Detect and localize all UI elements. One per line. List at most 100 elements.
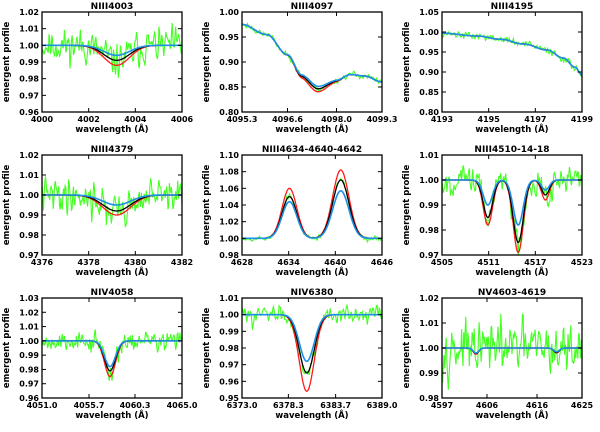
y-tick-label: 1.00: [419, 176, 439, 185]
panel-title: NIII4097: [291, 2, 334, 12]
y-axis-label: emergent profile: [402, 307, 412, 388]
y-tick-label: 1.00: [219, 8, 239, 17]
observed-spectrum: [242, 303, 382, 376]
y-tick-label: 0.95: [419, 48, 439, 57]
x-tick-label: 4378: [78, 258, 101, 267]
model-blue: [442, 347, 582, 354]
x-tick-label: 4193: [431, 115, 453, 124]
y-axis-label: emergent profile: [202, 21, 212, 102]
axes-frame: [241, 154, 383, 256]
x-tick-label: 4197: [524, 115, 546, 124]
model-blue: [442, 32, 582, 76]
x-tick-label: 4511: [478, 258, 501, 267]
y-tick-label: 1.00: [419, 344, 439, 353]
y-tick-label: 1.01: [19, 323, 39, 332]
axes-frame: [241, 11, 383, 113]
x-tick-label: 4060.3: [120, 401, 151, 410]
x-axis-label: wavelength (Å): [275, 267, 348, 278]
plot-area: [442, 313, 582, 390]
model-blue: [42, 44, 182, 57]
panel-title: NIII4510-14-18: [474, 145, 549, 155]
model-red: [242, 169, 382, 239]
x-axis-label: wavelength (Å): [475, 124, 548, 135]
x-tick-label: 4006: [171, 115, 194, 124]
y-tick-label: 0.95: [219, 33, 239, 42]
panel-3: 4193 4195 4197 4199 0.80 0.85 0.90 0.95 1.00 1.05…: [402, 2, 594, 135]
y-tick-label: 0.96: [219, 377, 239, 386]
y-tick-label: 0.97: [19, 91, 39, 100]
x-tick-label: 6383.7: [320, 401, 351, 410]
panel-8: 6373.0 6378.3 6383.7 6389.0 0.95 0.96 0.97 0.98…: [202, 288, 398, 421]
y-tick-label: 0.95: [219, 394, 239, 403]
y-axis-label: emergent profile: [2, 164, 12, 245]
observed-spectrum: [42, 176, 182, 229]
observed-spectrum: [442, 313, 582, 390]
model-blue: [242, 190, 382, 240]
plot-area: [242, 303, 382, 392]
observed-spectrum: [42, 22, 182, 78]
observed-spectrum: [42, 329, 182, 381]
plot-area: [442, 30, 582, 78]
y-tick-label: 1.00: [219, 234, 239, 243]
axes-frame: [241, 297, 383, 399]
x-tick-label: 6378.3: [273, 401, 304, 410]
y-tick-label: 0.90: [419, 68, 439, 77]
panel-title: NIII4634-4640-4642: [262, 145, 362, 155]
y-axis-label: emergent profile: [402, 164, 412, 245]
panel-title: NV4603-4619: [478, 288, 546, 298]
y-tick-label: 1.00: [19, 337, 39, 346]
y-tick-label: 0.90: [219, 58, 239, 67]
y-tick-label: 0.98: [19, 365, 39, 374]
y-tick-label: 1.03: [19, 294, 39, 303]
x-tick-label: 6389.0: [367, 401, 398, 410]
panel-7: 4051.0 4055.7 4060.3 4065.0 0.96 0.97 0.98 0.99…: [2, 288, 198, 421]
panel-6: 4505 4511 4517 4523 0.97 0.98 0.99 1.00 1.01 NIII…: [402, 145, 593, 278]
y-tick-label: 0.99: [419, 369, 439, 378]
model-blue: [42, 340, 182, 368]
x-tick-label: 4004: [124, 115, 147, 124]
model-black: [242, 179, 382, 239]
y-axis-label: emergent profile: [202, 307, 212, 388]
x-tick-label: 4098.0: [321, 115, 352, 124]
y-tick-label: 1.00: [219, 311, 239, 320]
y-tick-label: 0.98: [419, 394, 439, 403]
y-tick-label: 1.00: [19, 191, 39, 200]
plot-area: [442, 165, 582, 255]
x-axis-label: wavelength (Å): [275, 124, 348, 135]
x-tick-label: 4646: [371, 258, 394, 267]
y-tick-label: 1.05: [419, 8, 439, 17]
x-tick-label: 4380: [124, 258, 147, 267]
y-tick-label: 0.99: [219, 327, 239, 336]
y-tick-label: 1.04: [219, 201, 239, 210]
y-tick-label: 1.00: [419, 28, 439, 37]
y-tick-label: 1.02: [419, 294, 439, 303]
x-tick-label: 4095.3: [227, 115, 258, 124]
panel-title: NIV6380: [291, 288, 334, 298]
y-tick-label: 1.01: [19, 171, 39, 180]
y-tick-label: 1.08: [219, 168, 239, 177]
observed-spectrum: [442, 30, 582, 78]
model-blue: [442, 179, 582, 226]
x-tick-label: 4505: [431, 258, 454, 267]
panel-title: NIII4003: [91, 2, 134, 12]
panel-4: 4376 4378 4380 4382 0.97 0.98 0.99 1.00 1.01 1.02…: [2, 145, 193, 278]
model-blue: [242, 23, 382, 88]
x-tick-label: 4376: [31, 258, 54, 267]
model-black: [242, 314, 382, 374]
x-tick-label: 4640: [324, 258, 347, 267]
model-blue: [242, 313, 382, 363]
model-red: [442, 179, 582, 254]
y-tick-label: 0.98: [419, 226, 439, 235]
y-tick-label: 0.98: [19, 231, 39, 240]
y-axis-label: emergent profile: [2, 21, 12, 102]
y-tick-label: 0.98: [19, 75, 39, 84]
panel-1: 4000 4002 4004 4006 0.96 0.97 0.98 0.99 1.00 1.01…: [2, 2, 194, 135]
x-tick-label: 4628: [231, 258, 254, 267]
y-tick-label: 0.96: [19, 108, 39, 117]
x-axis-label: wavelength (Å): [75, 410, 148, 421]
model-red: [442, 32, 582, 76]
x-tick-label: 4634: [278, 258, 301, 267]
y-tick-label: 1.10: [219, 151, 239, 160]
y-tick-label: 0.98: [219, 251, 239, 260]
